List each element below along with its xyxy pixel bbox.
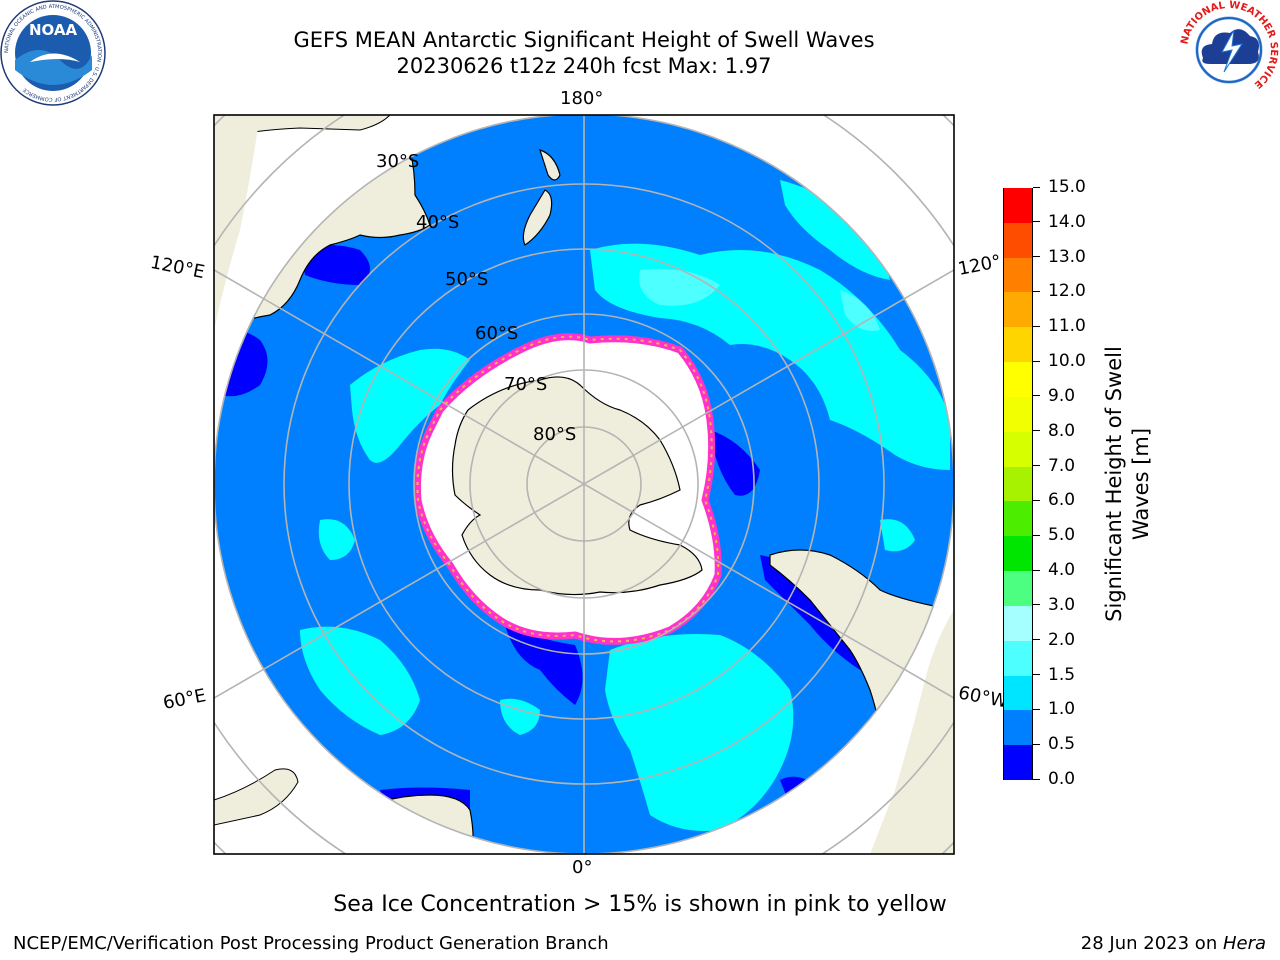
colorbar-segment xyxy=(1004,571,1032,606)
sea-ice-note: Sea Ice Concentration > 15% is shown in … xyxy=(333,892,947,917)
lon-label-top: 180° xyxy=(560,88,604,109)
lat-label-40: 40°S xyxy=(416,212,460,233)
new-zealand-north xyxy=(539,149,561,181)
colorbar-tick-mark xyxy=(1033,290,1040,292)
corner-land-right xyxy=(870,610,954,854)
nws-logo: NATIONAL WEATHER SERVICE xyxy=(1179,0,1279,98)
colorbar-tick-label: 3.0 xyxy=(1033,595,1075,615)
colorbar-tick-label: 4.0 xyxy=(1033,560,1075,580)
lat-label-50: 50°S xyxy=(445,269,489,290)
meridian-60e-120w xyxy=(214,269,954,699)
colorbar-label: Significant Height of Swell Waves [m] xyxy=(1102,346,1153,622)
colorbar-tick-mark xyxy=(1033,674,1040,676)
footer-host: Hera xyxy=(1222,933,1266,954)
corner-land-bottom-left xyxy=(214,768,299,826)
lat-label-80: 80°S xyxy=(533,424,577,445)
colorbar-segment xyxy=(1004,675,1032,711)
antarctica-land xyxy=(451,376,703,596)
colorbar-tick-mark xyxy=(1033,639,1040,641)
lat-label-30: 30°S xyxy=(376,151,420,172)
colorbar-tick-mark xyxy=(1033,778,1040,780)
colorbar-tick-mark xyxy=(1033,743,1040,745)
colorbar-segment xyxy=(1004,188,1032,223)
new-zealand-south xyxy=(522,189,553,246)
colorbar-tick-mark xyxy=(1033,465,1040,467)
colorbar-segment xyxy=(1004,362,1032,397)
colorbar-ticks: 0.0 0.5 1.0 1.5 2.0 3.0 4.0 5.0 6.0 7.0 8.0 9.0 10.0… xyxy=(1033,0,1093,960)
colorbar-tick-label: 0.5 xyxy=(1033,734,1075,754)
chart-title: GEFS MEAN Antarctic Significant Height o… xyxy=(293,28,875,52)
colorbar-tick-label: 6.0 xyxy=(1033,490,1075,510)
footer-branch: NCEP/EMC/Verification Post Processing Pr… xyxy=(13,933,609,954)
colorbar-tick-label: 12.0 xyxy=(1033,281,1086,301)
noaa-logo: NATIONAL OCEANIC AND ATMOSPHERIC ADMINIS… xyxy=(0,0,106,106)
lat-label-60: 60°S xyxy=(475,323,519,344)
colorbar-segment xyxy=(1004,605,1032,641)
colorbar-tick-mark xyxy=(1033,360,1040,362)
colorbar-tick-mark xyxy=(1033,534,1040,536)
colorbar-tick-label: 9.0 xyxy=(1033,386,1075,406)
chart-subtitle: 20230626 t12z 240h fcst Max: 1.97 xyxy=(396,54,772,78)
colorbar-tick-mark xyxy=(1033,186,1040,188)
colorbar-segment xyxy=(1004,640,1032,676)
footer-date: 28 Jun 2023 on Hera xyxy=(1081,933,1266,954)
colorbar-tick-label: 0.0 xyxy=(1033,769,1075,789)
graticule xyxy=(214,115,954,854)
colorbar-tick-label: 8.0 xyxy=(1033,421,1075,441)
noaa-logo-text: NOAA xyxy=(29,21,78,39)
colorbar-tick-label: 14.0 xyxy=(1033,212,1086,232)
colorbar-tick-mark xyxy=(1033,325,1040,327)
colorbar-segment xyxy=(1004,257,1032,293)
footer-date-text: 28 Jun 2023 on xyxy=(1080,933,1223,954)
colorbar xyxy=(1003,188,1033,780)
lon-label-bottom: 0° xyxy=(572,857,593,878)
map-frame xyxy=(213,114,955,855)
sea-ice-edge-yellow xyxy=(416,335,720,643)
colorbar-segment xyxy=(1004,431,1032,467)
colorbar-tick-mark xyxy=(1033,256,1040,258)
colorbar-segment xyxy=(1004,466,1032,502)
colorbar-segment xyxy=(1004,745,1032,780)
colorbar-tick-label: 11.0 xyxy=(1033,316,1086,336)
colorbar-tick-label: 7.0 xyxy=(1033,456,1075,476)
colorbar-tick-label: 15.0 xyxy=(1033,177,1086,197)
lat-label-70: 70°S xyxy=(504,374,548,395)
colorbar-tick-label: 1.5 xyxy=(1033,665,1075,685)
colorbar-segment xyxy=(1004,396,1032,432)
colorbar-segment xyxy=(1004,501,1032,537)
colorbar-tick-mark xyxy=(1033,569,1040,571)
colorbar-tick-mark xyxy=(1033,395,1040,397)
corner-white-bottom-left xyxy=(214,775,330,854)
colorbar-segment xyxy=(1004,536,1032,572)
colorbar-tick-label: 10.0 xyxy=(1033,351,1086,371)
colorbar-segment xyxy=(1004,222,1032,258)
colorbar-segment xyxy=(1004,327,1032,363)
colorbar-tick-mark xyxy=(1033,499,1040,501)
colorbar-tick-label: 5.0 xyxy=(1033,525,1075,545)
colorbar-tick-mark xyxy=(1033,430,1040,432)
colorbar-segment xyxy=(1004,710,1032,746)
colorbar-tick-label: 1.0 xyxy=(1033,699,1075,719)
swell-1.5-2m-regions xyxy=(639,269,880,331)
colorbar-tick-mark xyxy=(1033,221,1040,223)
colorbar-tick-label: 2.0 xyxy=(1033,630,1075,650)
colorbar-segment xyxy=(1004,292,1032,328)
colorbar-tick-label: 13.0 xyxy=(1033,247,1086,267)
colorbar-tick-mark xyxy=(1033,708,1040,710)
colorbar-tick-mark xyxy=(1033,604,1040,606)
